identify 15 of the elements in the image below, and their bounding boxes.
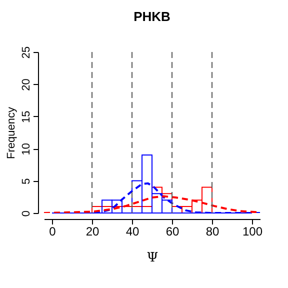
x-tick-label: 80 <box>206 224 220 238</box>
y-tick-label: 25 <box>20 46 32 59</box>
chart-title: PHKB <box>134 8 170 24</box>
y-tick-label: 0 <box>20 210 32 217</box>
y-tick-label: 15 <box>20 110 32 124</box>
x-tick-label: 100 <box>242 224 263 238</box>
x-axis-title: Ψ <box>146 250 158 266</box>
x-tick-label: 0 <box>49 224 56 238</box>
x-tick-label: 40 <box>126 224 140 238</box>
y-tick-label: 5 <box>20 178 32 184</box>
y-tick-label: 20 <box>20 78 32 91</box>
y-axis-title: Frequency <box>6 106 18 159</box>
x-tick-label: 20 <box>86 224 100 238</box>
y-tick-label: 10 <box>20 142 32 156</box>
x-tick-label: 60 <box>166 224 180 238</box>
